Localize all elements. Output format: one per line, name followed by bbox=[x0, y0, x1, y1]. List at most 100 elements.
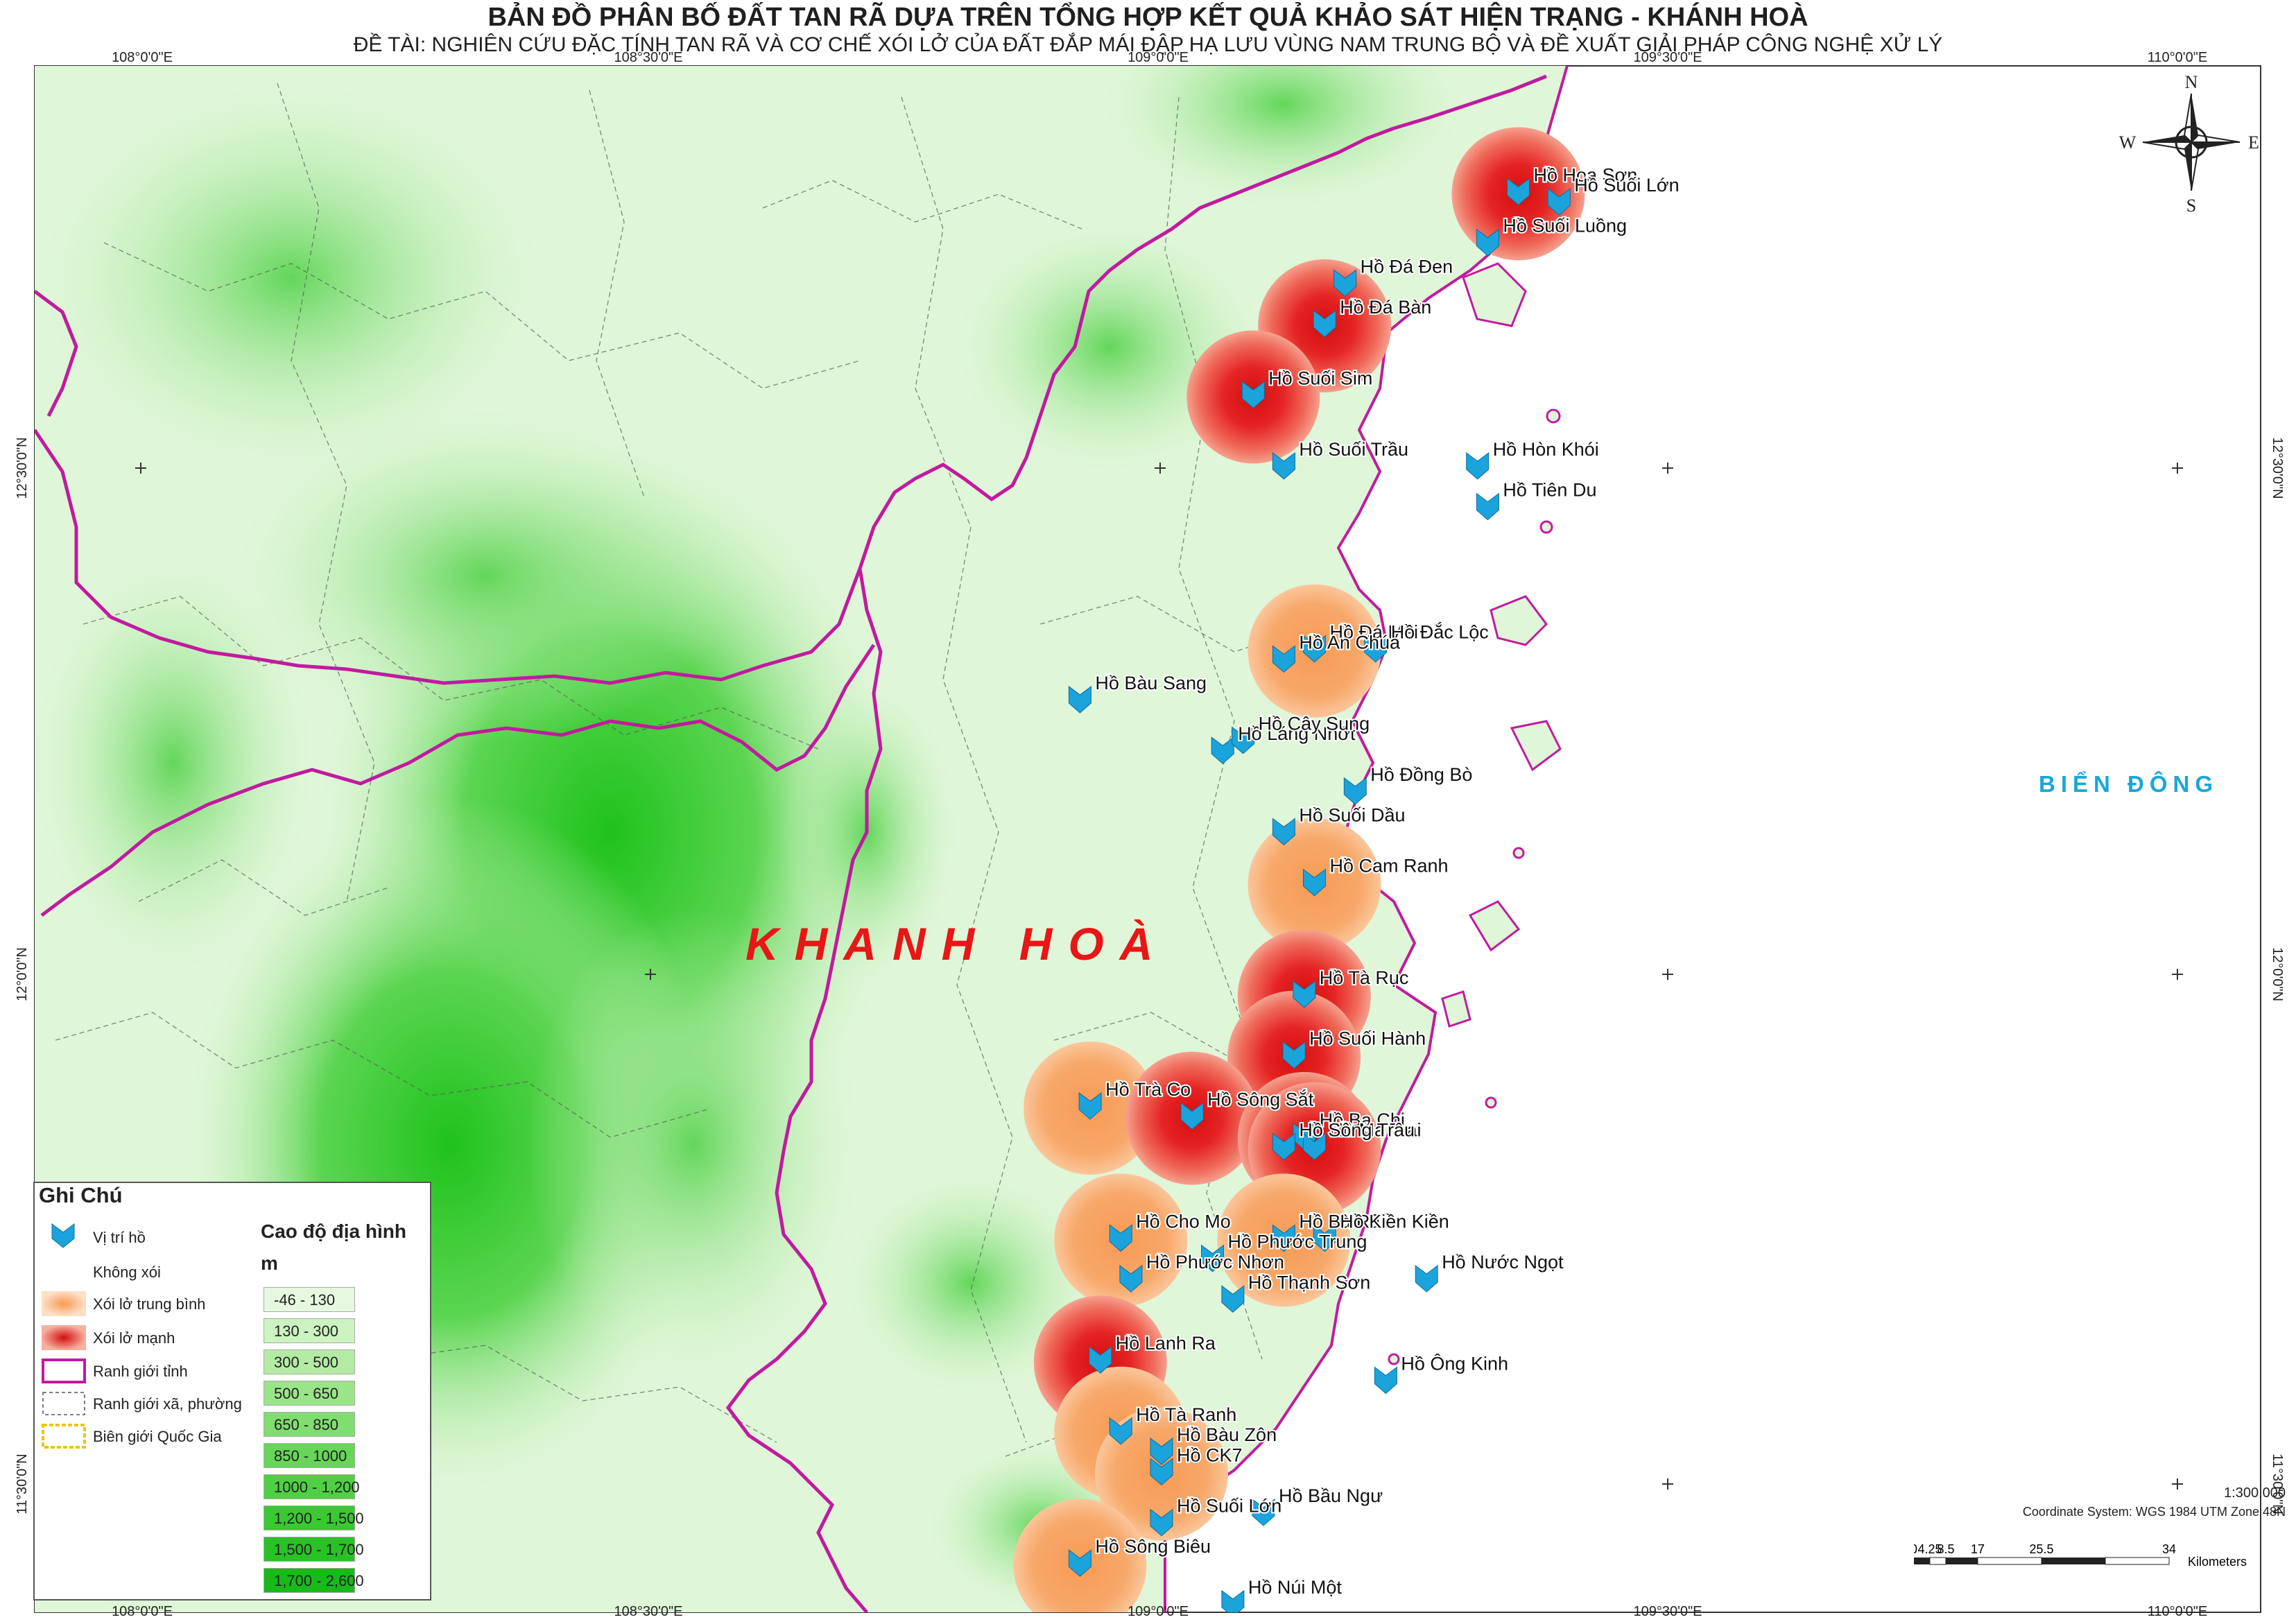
lake-label: Hồ Suối Lớn bbox=[1574, 175, 1679, 196]
lake-marker-icon[interactable] bbox=[1374, 1366, 1397, 1395]
highland-terrain bbox=[35, 555, 312, 971]
islands bbox=[1388, 187, 1581, 1365]
lon-label-bottom: 108°0'0"E bbox=[112, 1604, 173, 1619]
lake-marker-icon[interactable] bbox=[1364, 635, 1388, 663]
legend-label: Biên giới Quốc Gia bbox=[93, 1428, 222, 1445]
elevation-swatch bbox=[264, 1412, 355, 1437]
lake-marker-icon[interactable] bbox=[1221, 1589, 1245, 1617]
lake-marker-icon[interactable] bbox=[1211, 736, 1234, 764]
lat-label-right: 12°0'0"N bbox=[2270, 947, 2285, 1001]
legend-label: Xói lở mạnh bbox=[93, 1329, 175, 1347]
province-name-label: KHANH HOÀ bbox=[745, 918, 1169, 969]
lake-marker-icon[interactable] bbox=[1150, 1508, 1173, 1537]
elevation-label: 1000 - 1,200 bbox=[274, 1478, 360, 1496]
lake-marker-icon[interactable] bbox=[1343, 777, 1367, 805]
elevation-swatch bbox=[264, 1443, 355, 1468]
lake-marker-icon[interactable] bbox=[1282, 1041, 1306, 1069]
lake-marker-icon[interactable] bbox=[1252, 1498, 1275, 1526]
highland-terrain bbox=[1103, 66, 1463, 208]
lake-marker-icon[interactable] bbox=[1547, 188, 1571, 216]
lake-marker-icon[interactable] bbox=[1272, 645, 1295, 673]
lake-marker-icon[interactable] bbox=[1476, 228, 1499, 257]
compass-rose-icon: N S E W bbox=[2119, 72, 2259, 216]
lake-marker-icon[interactable] bbox=[1272, 818, 1295, 846]
lake-label: Hồ Cây Sung bbox=[1259, 714, 1370, 734]
lake-marker-icon[interactable] bbox=[1507, 178, 1530, 206]
lake-marker-icon[interactable] bbox=[1201, 1244, 1224, 1272]
lon-label-top: 108°30'0"E bbox=[614, 50, 683, 65]
lake-label: Hồ Đá Đen bbox=[1361, 256, 1453, 277]
lake-marker-icon[interactable] bbox=[1303, 1132, 1326, 1161]
lake-label: Hồ Ông Kinh bbox=[1401, 1353, 1508, 1374]
lake-marker-icon[interactable] bbox=[1415, 1265, 1438, 1293]
lake-marker-icon[interactable] bbox=[1303, 635, 1326, 663]
map-subtitle: ĐỀ TÀI: NGHIÊN CỨU ĐẶC TÍNH TAN RÃ VÀ CƠ… bbox=[353, 33, 1943, 56]
lake-marker-icon[interactable] bbox=[1221, 1285, 1245, 1313]
lake-marker-icon[interactable] bbox=[1293, 980, 1316, 1008]
lake-marker-icon[interactable] bbox=[1466, 452, 1490, 480]
lake-label: Hồ Láng Nhớt bbox=[1238, 723, 1356, 744]
lake-marker-icon[interactable] bbox=[1272, 1224, 1295, 1252]
lake-label: Hồ Kiền Kiền bbox=[1340, 1211, 1449, 1232]
legend-label: Ranh giới xã, phường bbox=[93, 1395, 242, 1413]
elevation-swatch bbox=[264, 1537, 355, 1562]
scale-tick: 34 bbox=[2162, 1544, 2176, 1556]
province-boundaries bbox=[35, 74, 1547, 1612]
legend-label: Không xói bbox=[93, 1263, 161, 1281]
lat-label-left: 11°30'0"N bbox=[15, 1453, 30, 1515]
elevation-swatch bbox=[264, 1474, 355, 1499]
lat-label-left: 12°0'0"N bbox=[15, 947, 30, 1001]
legend-label: Vị trí hồ bbox=[93, 1229, 146, 1246]
lon-label-bottom: 108°30'0"E bbox=[614, 1604, 683, 1619]
lake-marker-icon[interactable] bbox=[1119, 1265, 1143, 1293]
elevation-unit: m bbox=[261, 1252, 278, 1274]
scale-block: 1:300,000 Coordinate System: WGS 1984 UT… bbox=[1872, 1484, 2288, 1595]
lake-marker-icon[interactable] bbox=[1078, 1092, 1102, 1120]
lake-marker-icon[interactable] bbox=[1241, 381, 1265, 409]
lake-marker-icon[interactable] bbox=[1313, 1224, 1336, 1252]
lake-marker-icon[interactable] bbox=[1303, 868, 1326, 897]
lake-marker-icon bbox=[51, 1223, 75, 1248]
lake-marker-icon[interactable] bbox=[1232, 726, 1255, 754]
elevation-label: 1,700 - 2,600 bbox=[274, 1572, 364, 1589]
lake-label: Hồ Phước Trung bbox=[1228, 1232, 1367, 1252]
lake-label: Hồ Suối Trầu bbox=[1299, 439, 1408, 460]
elevation-swatch bbox=[264, 1568, 355, 1593]
lake-label: Hồ Nước Ngọt bbox=[1442, 1252, 1564, 1272]
elevation-title: Cao độ địa hình bbox=[261, 1220, 406, 1242]
highland-terrain bbox=[527, 908, 860, 1380]
lake-label: Hồ Sông Trâu bbox=[1299, 1120, 1415, 1141]
lake-marker-icon[interactable] bbox=[1333, 269, 1357, 297]
scale-tick: 17 bbox=[1971, 1544, 1985, 1556]
lake-label: Hồ An Chúa bbox=[1299, 632, 1401, 653]
lon-label-top: 108°0'0"E bbox=[112, 50, 173, 65]
lake-marker-icon[interactable] bbox=[1272, 452, 1295, 480]
coordinate-system: Coordinate System: WGS 1984 UTM Zone 48N bbox=[2022, 1505, 2286, 1519]
lake-label: Hồ Sông Sắt bbox=[1207, 1089, 1314, 1110]
lake-marker-icon[interactable] bbox=[1150, 1458, 1173, 1486]
lake-marker-icon[interactable] bbox=[1180, 1102, 1204, 1130]
elevation-label: 650 - 850 bbox=[274, 1416, 338, 1433]
commune-boundary-icon bbox=[42, 1392, 85, 1415]
lake-marker-icon[interactable] bbox=[1272, 1132, 1295, 1161]
lake-marker-icon[interactable] bbox=[1150, 1438, 1173, 1465]
lake-marker-icon[interactable] bbox=[1109, 1224, 1132, 1252]
compass-w: W bbox=[2119, 132, 2137, 153]
lon-label-bottom: 110°0'0"E bbox=[2148, 1604, 2207, 1619]
lake-marker-icon[interactable] bbox=[1476, 492, 1499, 521]
compass-e: E bbox=[2248, 132, 2259, 153]
lat-label-left: 12°30'0"N bbox=[15, 438, 30, 499]
lake-markers bbox=[1068, 178, 1571, 1617]
medium-erosion-icon bbox=[42, 1291, 86, 1316]
elevation-swatch bbox=[264, 1381, 355, 1406]
lake-marker-icon[interactable] bbox=[1068, 685, 1091, 714]
lake-marker-icon[interactable] bbox=[1313, 309, 1336, 338]
lake-marker-icon[interactable] bbox=[1109, 1417, 1132, 1445]
national-border-icon bbox=[42, 1424, 86, 1449]
lake-label: Hồ Đồng Bò bbox=[1370, 764, 1472, 785]
lake-marker-icon[interactable] bbox=[1068, 1549, 1091, 1577]
lon-label-top: 109°0'0"E bbox=[1128, 50, 1189, 65]
lake-marker-icon[interactable] bbox=[1089, 1346, 1112, 1374]
lake-label: Hồ Ba Chi bbox=[1320, 1110, 1405, 1130]
